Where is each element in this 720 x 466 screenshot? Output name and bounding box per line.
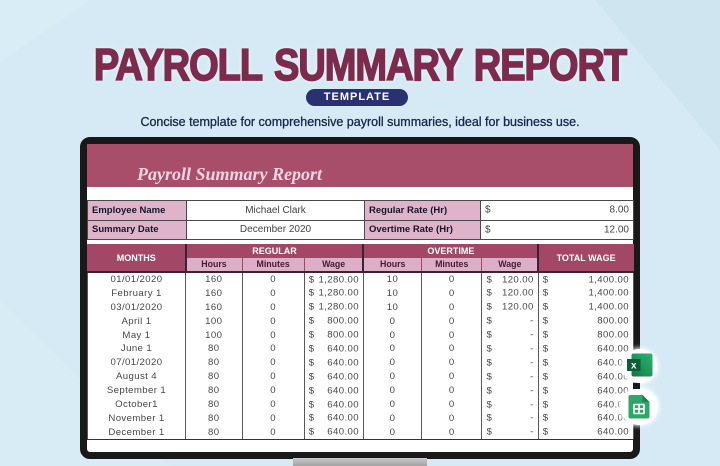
- svg-text:x: x: [631, 361, 637, 372]
